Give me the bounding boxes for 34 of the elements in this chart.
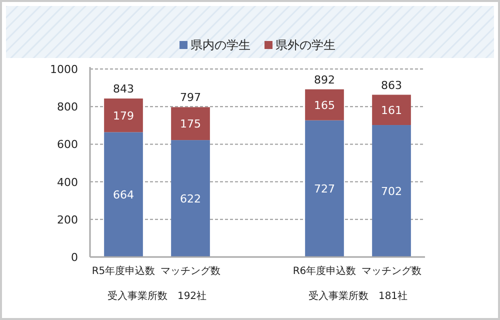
data-label: 727 [314,182,335,196]
x-tick-label: R5年度申込数 [92,265,156,277]
y-tick-label: 800 [57,100,78,114]
data-label: 161 [381,104,402,117]
data-label: 664 [113,188,134,202]
x-tick-label: R6年度申込数 [292,265,356,277]
text: 受入事業所数 192社 [107,290,207,302]
data-label: 622 [180,192,201,206]
x-tick-label: マッチング数 [160,266,220,277]
bar [372,94,411,126]
bar [104,98,143,132]
bar [372,125,411,257]
y-tick-label: 1000 [50,63,78,76]
bar [305,120,344,257]
data-label: 175 [180,118,201,131]
text: 受入事業所数 181社 [308,290,408,302]
total-label: 843 [113,82,134,96]
legend-label: 県外の学生 [276,38,336,52]
bar [171,140,210,257]
legend-label: 県内の学生 [190,38,250,52]
data-label: 165 [314,98,335,112]
x-tick-label: マッチング数 [362,266,422,277]
bar [104,132,143,257]
y-tick-label: 0 [71,251,78,264]
y-tick-label: 600 [57,138,78,152]
data-label: 702 [381,185,402,198]
bar [305,89,344,120]
total-label: 797 [180,91,201,104]
total-label: 863 [381,78,402,92]
y-tick-label: 400 [57,176,78,189]
total-label: 892 [314,73,335,86]
data-label: 179 [113,109,134,122]
y-tick-label: 200 [57,213,78,226]
bar [171,107,210,140]
